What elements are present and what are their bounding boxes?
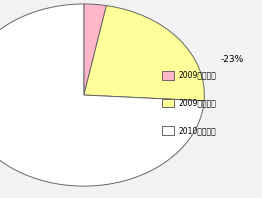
Bar [162,99,174,107]
Bar [162,126,174,135]
Wedge shape [84,4,106,95]
Text: 2009年度半ば: 2009年度半ば [178,71,216,80]
Wedge shape [84,6,204,101]
Wedge shape [0,4,204,186]
Text: 2010年度以降: 2010年度以降 [178,126,216,135]
Text: 2009年度後半: 2009年度後半 [178,98,216,108]
Bar [162,71,174,80]
Text: -23%: -23% [220,55,243,64]
